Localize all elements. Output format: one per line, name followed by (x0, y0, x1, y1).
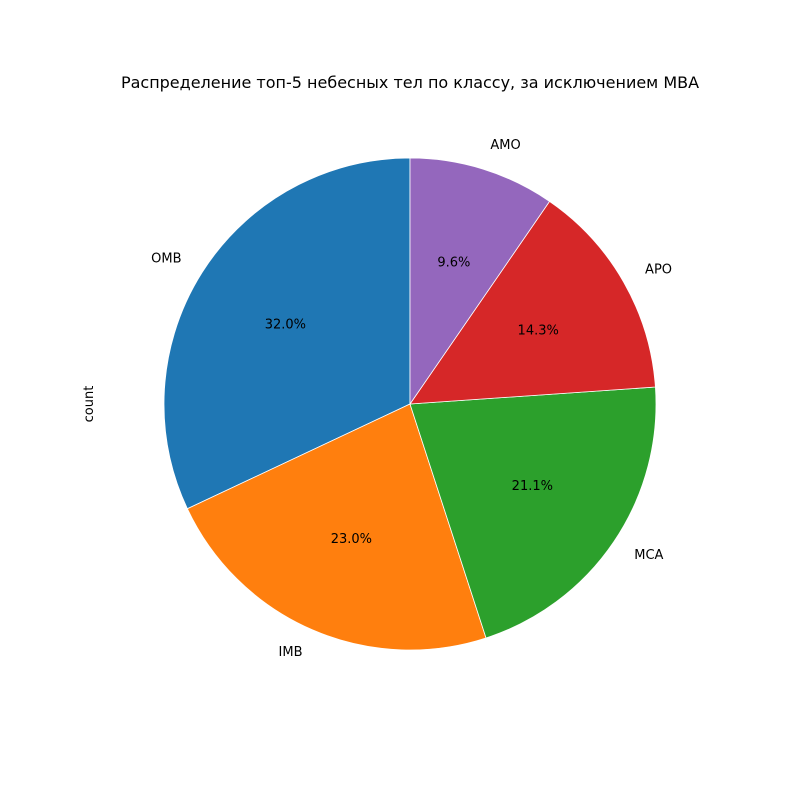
pie-labels: OMB 32.0% IMB 23.0% MCA 21.1% APO 14.3% AMO 9.6% (151, 138, 672, 660)
pie-slice-omb (163, 157, 411, 510)
pie-slice-mca (409, 386, 657, 639)
slice-label-apo: APO (645, 262, 672, 277)
pie-slices (163, 157, 657, 651)
slice-percent-imb: 23.0% (331, 532, 372, 547)
slice-percent-mca: 21.1% (512, 479, 553, 494)
slice-label-imb: IMB (279, 645, 303, 660)
slice-label-mca: MCA (634, 548, 663, 563)
y-axis-label: count (82, 386, 97, 423)
pie-slice-apo (409, 200, 656, 405)
slice-label-amo: AMO (490, 138, 520, 153)
slice-percent-apo: 14.3% (518, 323, 559, 338)
slice-percent-omb: 32.0% (265, 317, 306, 332)
slice-label-omb: OMB (151, 252, 181, 267)
pie-slice-imb (186, 403, 487, 651)
chart-title: Распределение топ-5 небесных тел по клас… (121, 73, 699, 92)
slice-percent-amo: 9.6% (437, 256, 470, 271)
pie-slice-amo (409, 157, 551, 406)
